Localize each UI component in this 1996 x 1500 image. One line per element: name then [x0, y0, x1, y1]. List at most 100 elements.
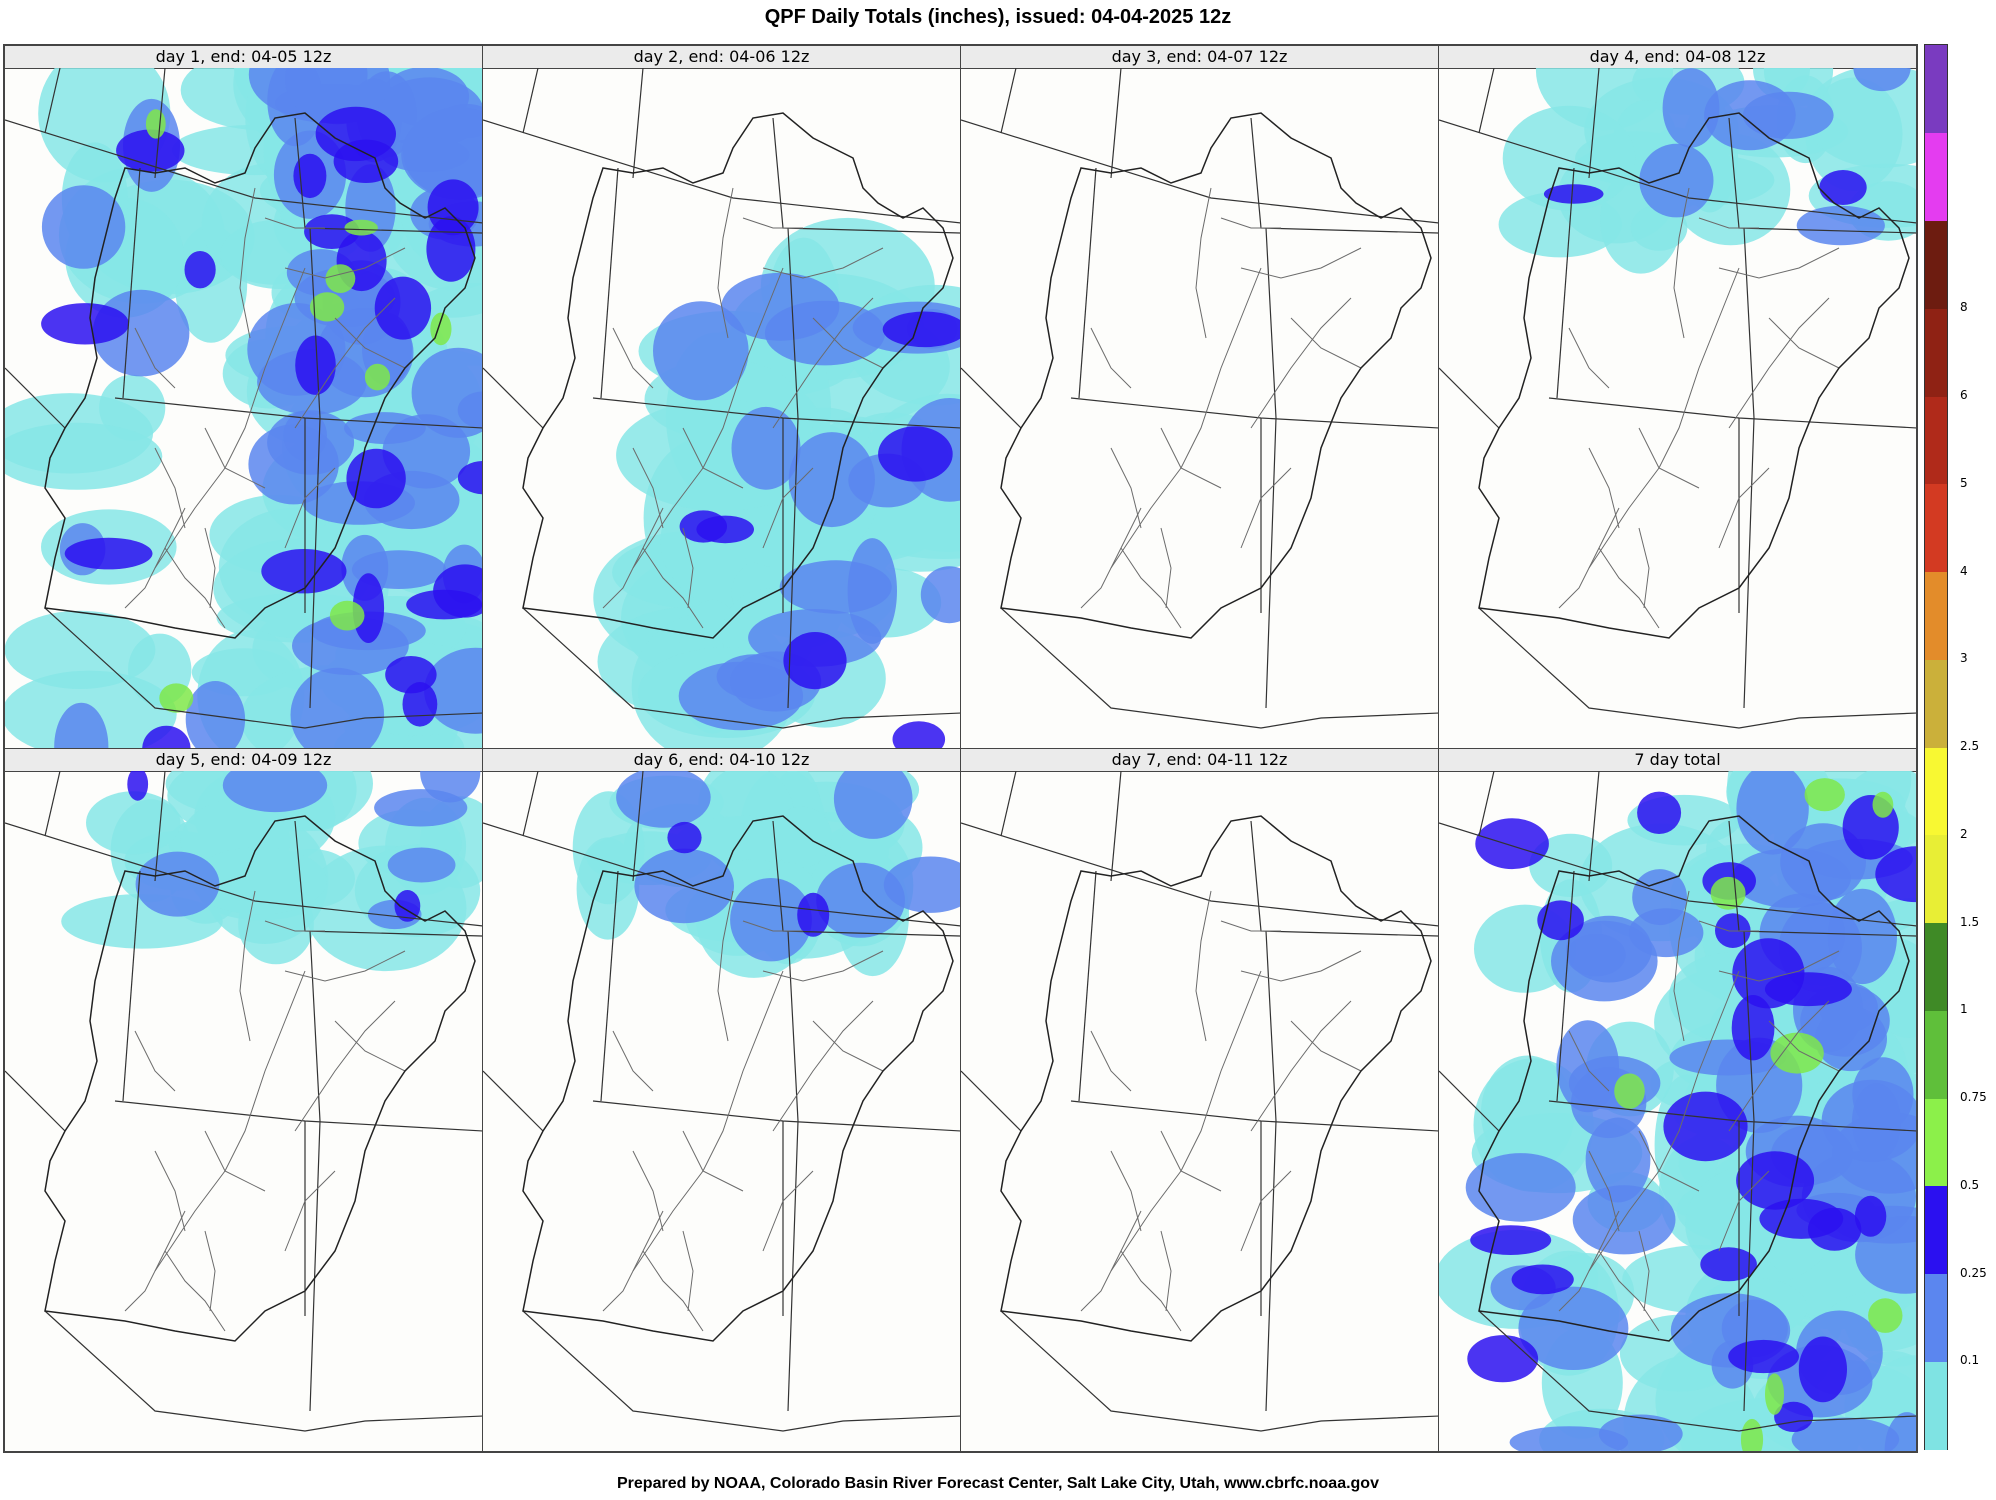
river-line — [1120, 1250, 1182, 1332]
panel-title: day 5, end: 04-09 12z — [5, 749, 482, 772]
state-boundary — [1548, 397, 1916, 429]
river-line — [239, 890, 256, 1042]
precip-area — [190, 847, 327, 915]
river-line — [602, 507, 664, 609]
precip-area — [721, 272, 840, 341]
state-boundary — [1556, 870, 1575, 1102]
river-line — [1718, 1170, 1770, 1252]
river-line — [264, 217, 325, 229]
map-panel: day 5, end: 04-09 12z — [4, 748, 483, 1452]
river-line — [1290, 317, 1362, 369]
precip-area — [261, 549, 347, 594]
river-line — [154, 1150, 186, 1232]
river-line — [1090, 1030, 1132, 1092]
river-line — [762, 467, 814, 549]
state-boundary — [772, 117, 960, 234]
precip-area — [433, 564, 482, 618]
basin-map — [5, 68, 482, 748]
state-boundary — [5, 1070, 66, 1132]
precip-area — [1868, 1298, 1903, 1333]
precip-area — [572, 791, 645, 905]
state-boundary — [44, 771, 61, 837]
state-boundary — [1588, 771, 1600, 882]
river-line — [1240, 247, 1362, 279]
river-line — [742, 920, 803, 932]
precip-area — [457, 391, 482, 429]
state-boundary — [1000, 771, 1017, 837]
state-boundary — [787, 930, 799, 1412]
state-boundary — [1588, 68, 1600, 179]
state-boundary — [1439, 367, 1500, 429]
river-line — [1160, 1230, 1172, 1312]
colorbar-segment — [1925, 483, 1947, 572]
state-boundary — [5, 119, 482, 224]
state-boundary — [1439, 1070, 1500, 1132]
precip-area — [920, 566, 960, 624]
precip-area — [159, 683, 194, 713]
colorbar-segment — [1925, 1010, 1947, 1099]
river-line — [1558, 507, 1620, 609]
basin-outline — [1000, 815, 1432, 1342]
precip-area — [788, 432, 875, 528]
precip-area — [41, 185, 126, 269]
precip-area — [1736, 1151, 1815, 1210]
river-line — [1240, 467, 1292, 549]
panel-title: day 2, end: 04-06 12z — [483, 46, 960, 69]
state-boundary — [5, 367, 66, 429]
basin-map — [961, 771, 1438, 1432]
colorbar-segment — [1925, 396, 1947, 485]
river-line — [124, 1210, 186, 1312]
precip-area — [1509, 1426, 1629, 1451]
river-line — [164, 1250, 226, 1332]
precip-area — [1805, 68, 1916, 168]
map-panel: 7 day total — [1438, 748, 1917, 1452]
river-line — [1638, 1230, 1650, 1312]
river-line — [294, 1000, 396, 1132]
state-boundary — [1439, 119, 1916, 224]
precip-area — [783, 632, 847, 690]
map-title: QPF Daily Totals (inches), issued: 04-04… — [764, 6, 1232, 28]
colorbar-segment — [1925, 1273, 1947, 1362]
river-line — [1598, 547, 1660, 629]
river-line — [1638, 527, 1650, 609]
river-line — [239, 187, 256, 339]
precip-area — [1498, 191, 1622, 258]
precip-area — [142, 725, 191, 748]
river-line — [1110, 447, 1142, 529]
map-panel: day 2, end: 04-06 12z — [482, 45, 961, 749]
colorbar-segment — [1925, 1361, 1947, 1450]
state-boundary — [483, 367, 544, 429]
basin-map — [1439, 68, 1916, 729]
precip-area — [1728, 1339, 1799, 1374]
state-boundary — [483, 822, 960, 927]
state-boundary — [122, 870, 141, 1102]
colorbar-segment — [1925, 45, 1947, 134]
river-line — [1718, 467, 1770, 549]
colorbar-tick-label: 2 — [1960, 826, 1968, 841]
river-line — [762, 247, 884, 279]
basin-outline — [522, 112, 954, 639]
state-boundary — [961, 822, 1438, 927]
river-line — [742, 217, 803, 229]
river-line — [124, 507, 186, 609]
precip-area — [1764, 972, 1852, 1007]
state-boundary — [1265, 227, 1277, 709]
precip-area — [1637, 791, 1682, 834]
state-boundary — [44, 68, 61, 134]
state-boundary — [522, 607, 960, 729]
river-line — [1290, 1020, 1362, 1072]
precip-area — [387, 847, 456, 883]
state-boundary — [1743, 930, 1755, 1412]
precip-area — [1791, 1417, 1900, 1451]
river-line — [1768, 1020, 1840, 1072]
precip-area — [116, 129, 185, 172]
basin-map — [483, 771, 960, 1432]
precip-area — [352, 573, 385, 643]
precip-area — [1759, 1198, 1844, 1239]
precip-area — [1598, 1414, 1683, 1451]
precip-area — [127, 771, 149, 801]
river-line — [642, 1250, 704, 1332]
state-boundary — [154, 771, 166, 882]
state-boundary — [309, 930, 321, 1412]
precip-area — [1585, 1117, 1651, 1203]
